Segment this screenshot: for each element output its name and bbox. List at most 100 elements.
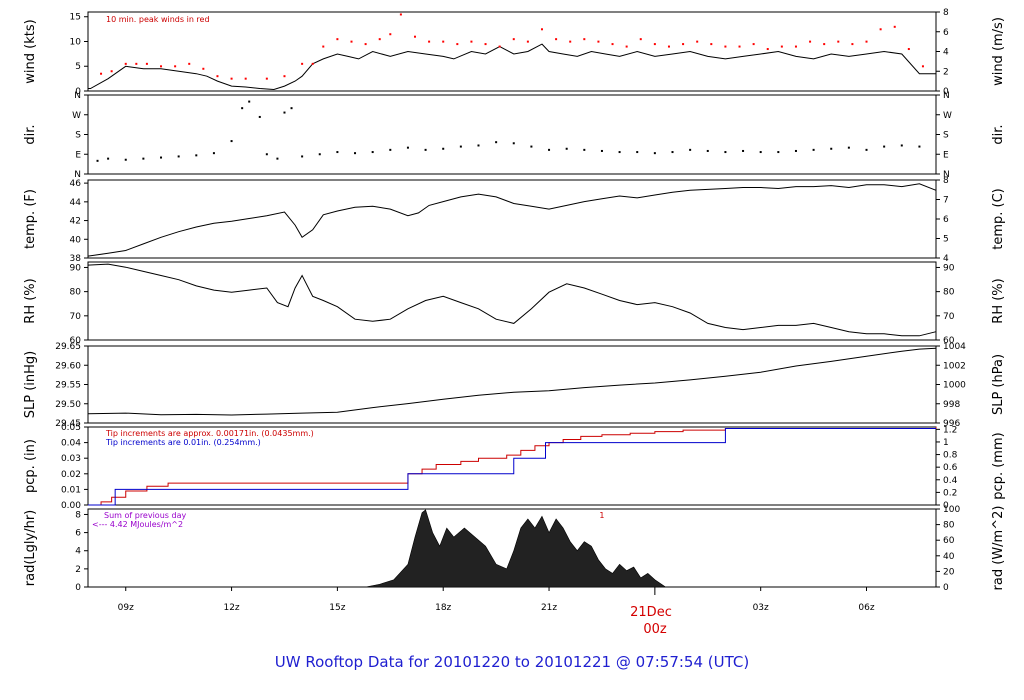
dir-point [548,148,551,151]
dir-right-tick-label: N [943,170,950,180]
wind-point [794,45,797,48]
dir-point [495,141,498,144]
wind-point [378,38,381,41]
x-tick-label: 18z [435,603,451,613]
wind-point [322,45,325,48]
slp-right-tick-label: 1002 [943,361,966,371]
wind-point [710,43,713,46]
slp-left-tick-label: 29.65 [55,342,81,352]
x-tick-label: 06z [858,603,874,613]
slp-right-tick-label: 998 [943,400,960,410]
dir-point [142,157,145,160]
dir-point [424,148,427,151]
dir-left-tick-label: W [72,111,81,121]
temp-right-tick-label: 5 [943,235,949,245]
dir-point [900,144,903,147]
rad-ylabel-left: rad(Lgly/hr) [23,510,38,586]
dir-point [283,111,286,114]
x-tick-label: 09z [118,603,134,613]
dir-ylabel-right: dir. [991,124,1006,144]
temp-right-tick-label: 4 [943,254,949,264]
slp-frame [87,345,937,424]
temp-right-tick-label: 6 [943,215,949,225]
wind-annotation: 10 min. peak winds in red [106,15,210,24]
pcp-ylabel-right: pcp. (mm) [991,432,1006,499]
rad-right-tick-label: 0 [943,583,949,593]
rh-left-tick-label: 90 [70,263,82,273]
dir-point [354,152,357,155]
wind-right-tick-label: 0 [943,87,949,97]
dir-ylabel-left: dir. [23,124,38,144]
temp-right-tick-label: 8 [943,176,949,186]
wind-point [823,43,826,46]
slp-ylabel-right: SLP (hPa) [991,354,1006,415]
slp-ylabel-left: SLP (inHg) [23,351,38,419]
pcp-left-tick-label: 0.05 [61,423,81,433]
pcp-ylabel-left: pcp. (in) [23,439,38,493]
x-tick-label: 03z [753,603,769,613]
wind-right-tick-label: 4 [943,48,949,58]
rh-left-tick-label: 80 [70,288,82,298]
dir-point [847,146,850,149]
wind-point [583,38,586,41]
rh-right-tick-label: 60 [943,336,955,346]
wind-point [809,40,812,43]
slp-left-tick-label: 29.50 [55,400,81,410]
rad-note: <--- 4.42 MJoules/m^2 [92,520,183,529]
wind-point [442,40,445,43]
wind-point [244,77,247,80]
wind-frame [87,11,937,92]
wind-point [682,43,685,46]
wind-point [456,43,459,46]
wind-point [766,48,769,51]
dir-point [265,153,268,156]
dir-point [512,142,515,145]
rad-left-tick-label: 6 [75,529,81,539]
wind-point [145,62,148,65]
slp-right-tick-label: 1000 [943,381,966,391]
temp-right-tick-label: 7 [943,196,949,206]
rad-left-tick-label: 0 [75,583,81,593]
wind-point [696,40,699,43]
dir-point [600,149,603,152]
wind-right-tick-label: 6 [943,28,949,38]
wind-point [526,40,529,43]
x-tick-label: 21z [541,603,557,613]
temp-left-tick-label: 42 [70,217,81,227]
wind-point [597,40,600,43]
wind-left-tick-label: 10 [70,37,82,47]
wind-point [498,45,501,48]
rad-left-tick-label: 8 [75,510,81,520]
wind-point [611,43,614,46]
dir-point [565,147,568,150]
pcp-right-tick-label: 1 [943,438,949,448]
rh-ylabel-left: RH (%) [23,278,38,323]
pcp-note: Tip increments are approx. 0.00171in. (0… [105,429,314,438]
dir-point [777,151,780,154]
slp-right-tick-label: 1004 [943,342,966,352]
dir-point [477,144,480,147]
dir-point [459,145,462,148]
x-tick-label: 15z [329,603,345,613]
rad-right-tick-label: 40 [943,552,955,562]
wind-point [389,33,392,36]
panel-rh: 60 70 80 90 60 70 80 90 RH (%) RH (%) [23,261,1006,346]
dir-point [301,155,304,158]
pcp-left-tick-label: 0.01 [61,485,81,495]
dir-point [706,149,709,152]
dir-point [742,149,745,152]
dir-point [636,151,639,154]
dir-left-tick-label: S [75,131,81,141]
wind-point [484,43,487,46]
pcp-left-tick-label: 0.00 [61,501,81,511]
wind-line-series-0 [88,43,936,91]
wind-point [301,62,304,65]
panel-temp: 38 40 42 44 46 4 5 6 7 8 temp. (F) temp. (C) [23,176,1006,264]
wind-point [413,35,416,38]
rh-ylabel-right: RH (%) [991,278,1006,323]
rad-right-tick-label: 60 [943,536,955,546]
dir-point [918,145,921,148]
dir-point [671,151,674,154]
wind-point [283,75,286,78]
